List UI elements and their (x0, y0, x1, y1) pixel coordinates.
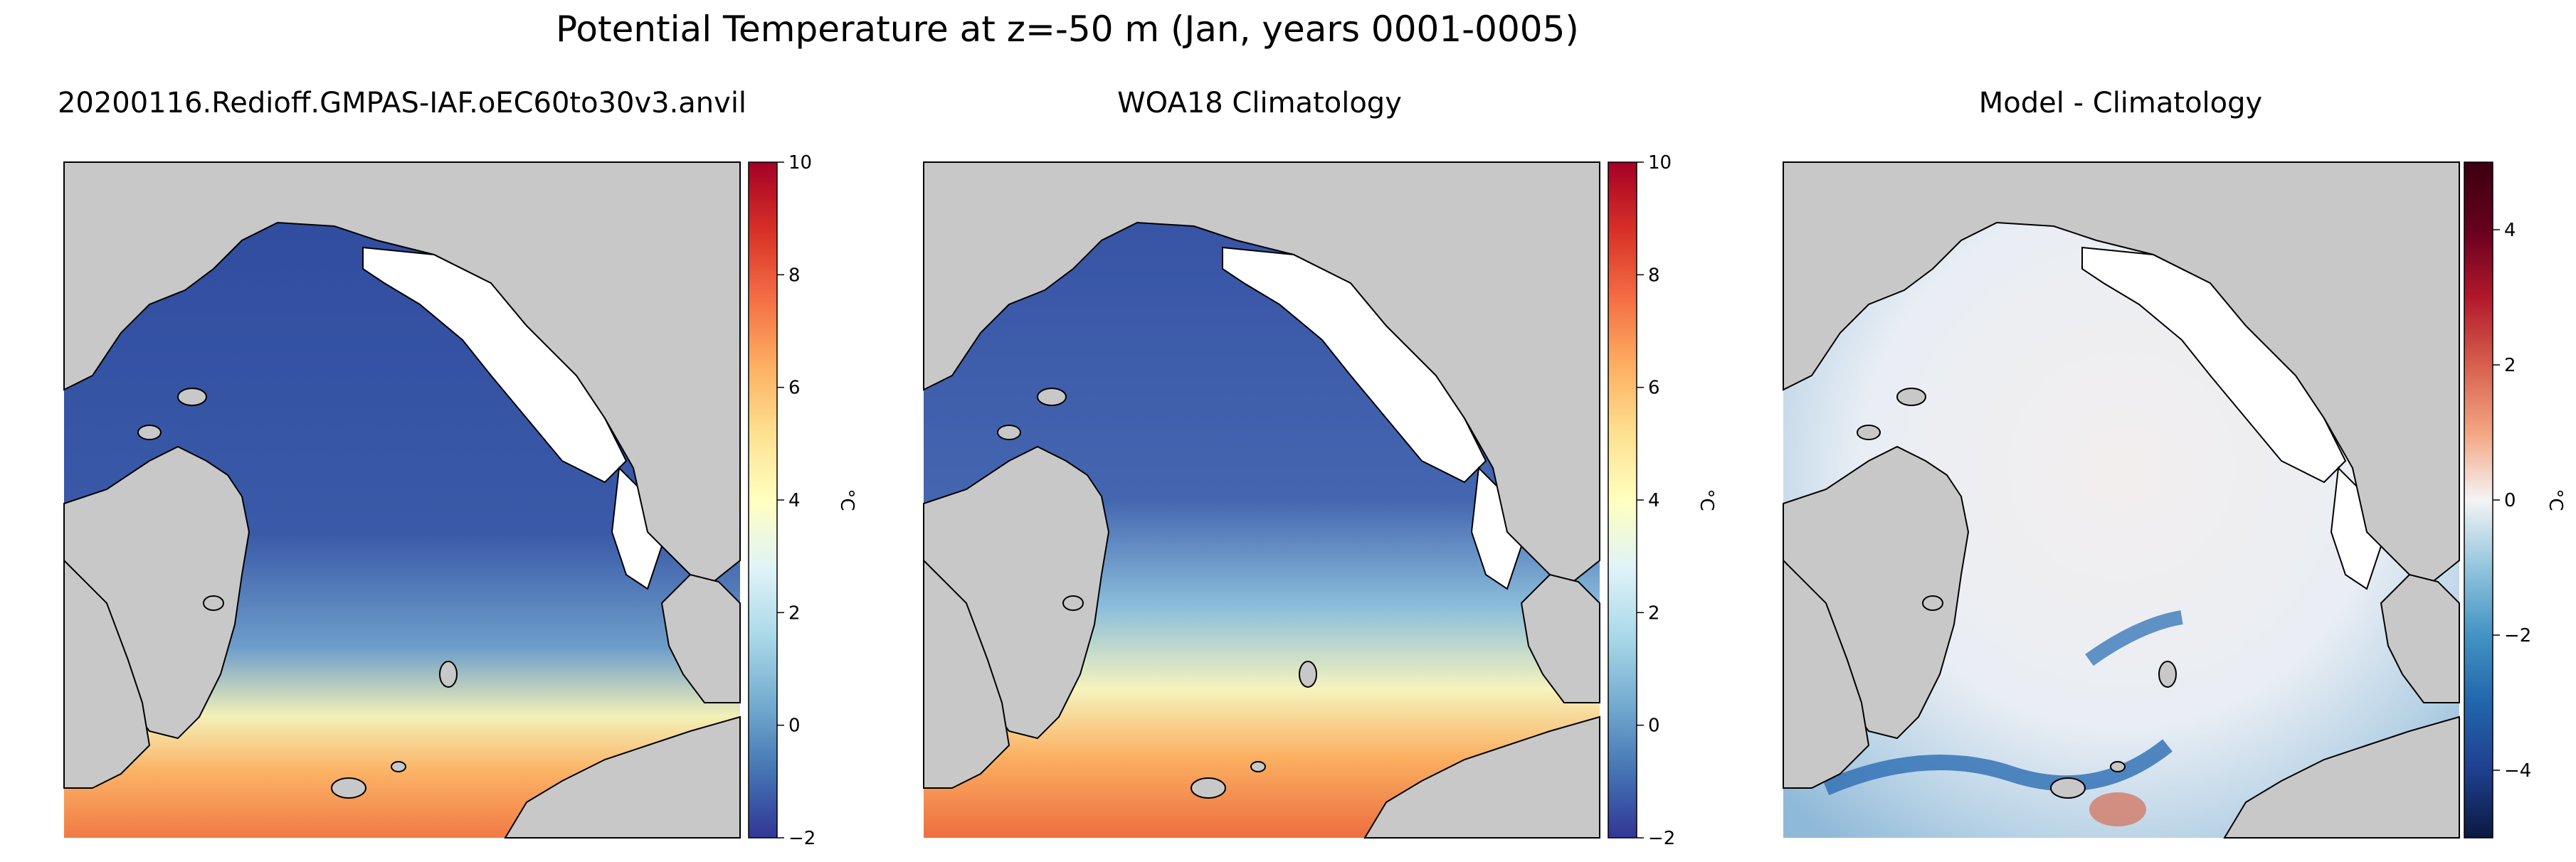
colorbar-ramp (1608, 161, 1637, 839)
panel-climatology: WOA18 Climatology −2 0 2 4 6 8 10 °C (923, 87, 1717, 849)
panel-bias: Model - Climatology −4 −2 0 2 4 °C (1783, 87, 2566, 839)
colorbar-tick-label: 8 (1648, 265, 1660, 286)
map-climatology (923, 161, 1600, 839)
colorbar-tick-label: 4 (788, 490, 801, 511)
colorbar-tick-label: 8 (788, 265, 801, 286)
colorbar-tick-label: 10 (1648, 152, 1672, 174)
colorbar-climatology: −2 0 2 4 6 8 10 °C (1608, 152, 1717, 849)
colorbar-label: °C (1696, 489, 1717, 511)
colorbar-tick-label: −2 (788, 828, 815, 849)
positive-bias-patch (2089, 792, 2146, 826)
colorbar-label: °C (836, 489, 857, 511)
colorbar-tick-label: −2 (1648, 828, 1675, 849)
colorbar-tick-label: −4 (2504, 760, 2531, 782)
colorbar-tick-label: 4 (1648, 490, 1660, 511)
panel-model: 20200116.Redioff.GMPAS-IAF.oEC60to30v3.a… (58, 87, 857, 849)
panel-title: WOA18 Climatology (1117, 87, 1402, 119)
colorbar-ramp (748, 161, 778, 839)
colorbar-tick-label: 0 (1648, 715, 1660, 737)
colorbar-model: −2 0 2 4 6 8 10 °C (748, 152, 857, 849)
colorbar-ramp (2464, 161, 2493, 839)
colorbar-tick-label: 4 (2504, 220, 2516, 241)
colorbar-label: °C (2545, 489, 2566, 511)
panel-title: Model - Climatology (1979, 87, 2262, 119)
figure-suptitle: Potential Temperature at z=-50 m (Jan, y… (556, 9, 1579, 50)
colorbar-tick-label: 0 (788, 715, 801, 737)
colorbar-tick-label: −2 (2504, 625, 2531, 646)
colorbar-tick-label: 2 (2504, 355, 2516, 376)
colorbar-tick-label: 10 (788, 152, 812, 174)
colorbar-tick-label: 2 (1648, 602, 1660, 624)
negative-bias-streak (1822, 739, 2173, 796)
colorbar-tick-label: 6 (1648, 378, 1660, 399)
panel-title: 20200116.Redioff.GMPAS-IAF.oEC60to30v3.a… (58, 87, 746, 119)
map-model (63, 161, 741, 839)
colorbar-tick-label: 6 (788, 378, 801, 399)
colorbar-tick-label: 0 (2504, 490, 2516, 511)
colorbar-bias: −4 −2 0 2 4 °C (2464, 161, 2566, 839)
negative-bias-streak (2085, 610, 2183, 666)
colorbar-tick-label: 2 (788, 602, 801, 624)
map-bias (1783, 161, 2460, 839)
